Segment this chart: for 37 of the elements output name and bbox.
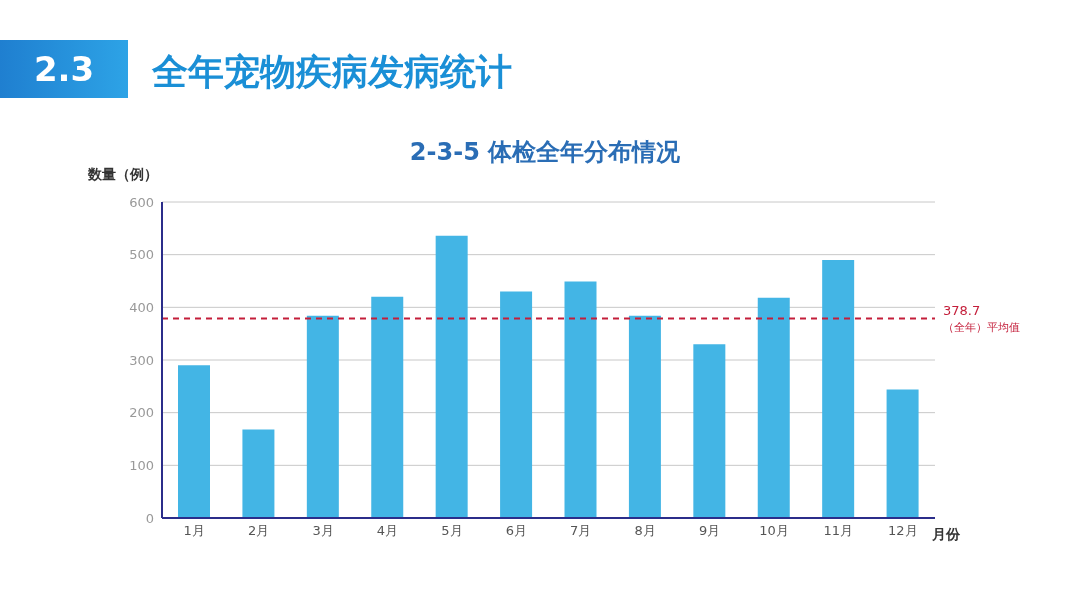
y-tick-label: 600 [129,194,154,210]
bar [693,344,726,518]
x-tick-label: 8月 [634,523,656,539]
bar [242,429,275,518]
y-tick-label: 200 [129,405,154,421]
bar [564,281,597,518]
x-tick-label: 9月 [698,523,721,539]
x-tick-label: 5月 [441,523,463,539]
x-tick-label: 2月 [247,523,270,539]
bar [822,259,855,518]
bar [628,315,661,518]
bar [435,235,468,518]
x-axis-title: 月份 [932,526,960,544]
y-tick-label: 0 [145,510,154,526]
x-tick-label: 7月 [570,523,592,539]
chart-subtitle: 2-3-5 体检全年分布情况 [408,137,682,168]
x-tick-label: 11月 [823,523,854,539]
y-tick-label: 400 [129,299,154,315]
x-tick-label: 1月 [183,523,205,539]
bar [886,389,919,518]
x-tick-label: 3月 [312,523,334,539]
y-tick-label: 500 [129,247,154,263]
x-tick-label: 4月 [376,523,399,539]
chart-title: 全年宠物疾病发病统计 [152,50,512,94]
x-tick-label: 12月 [888,523,918,539]
bar [371,296,404,518]
bar [500,291,533,518]
bar [178,365,210,518]
y-tick-label: 100 [129,457,154,473]
ref-line-label: 378.7 （全年）平均值 [943,302,1020,334]
bar [757,297,790,518]
x-tick-label: 10月 [759,523,789,539]
y-tick-label: 300 [129,352,154,368]
x-tick-label: 6月 [505,523,527,539]
text: 2.3 [0,40,128,98]
y-axis-title: 数量（例） [88,166,158,184]
bar [306,315,339,518]
